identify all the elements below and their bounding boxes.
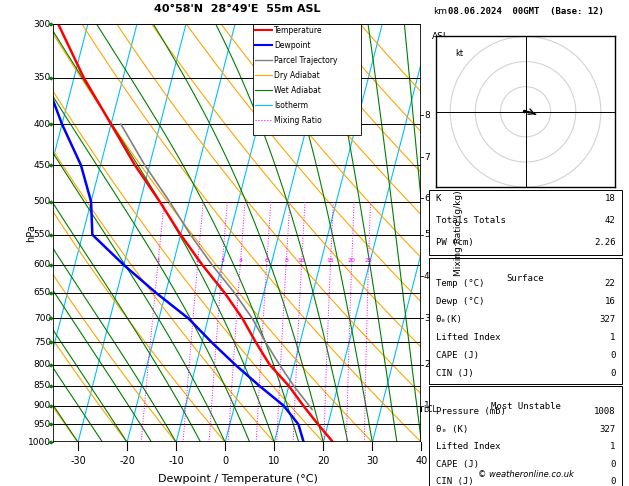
Text: 550: 550 xyxy=(34,230,51,239)
Bar xyxy=(430,190,621,255)
Text: 6: 6 xyxy=(424,193,430,203)
Text: -20: -20 xyxy=(119,456,135,466)
Text: 10: 10 xyxy=(298,258,306,263)
Text: 20: 20 xyxy=(348,258,355,263)
Text: 6: 6 xyxy=(265,258,269,263)
Text: -10: -10 xyxy=(168,456,184,466)
Text: 350: 350 xyxy=(34,73,51,82)
Text: 300: 300 xyxy=(34,20,51,29)
Text: hPa: hPa xyxy=(26,225,36,242)
Text: 1008: 1008 xyxy=(594,407,615,417)
Text: kt: kt xyxy=(455,49,464,58)
Text: 500: 500 xyxy=(34,197,51,206)
Text: 450: 450 xyxy=(34,160,51,170)
Text: CAPE (J): CAPE (J) xyxy=(435,460,479,469)
Text: CIN (J): CIN (J) xyxy=(435,477,473,486)
Text: 950: 950 xyxy=(34,420,51,429)
Text: 42: 42 xyxy=(604,216,615,225)
Text: 20: 20 xyxy=(317,456,330,466)
Text: 15: 15 xyxy=(326,258,335,263)
Text: Most Unstable: Most Unstable xyxy=(491,402,560,411)
Text: 0: 0 xyxy=(610,369,615,379)
Text: 1: 1 xyxy=(424,401,430,410)
Text: 8: 8 xyxy=(284,258,288,263)
Text: 327: 327 xyxy=(599,315,615,324)
Text: Isotherm: Isotherm xyxy=(274,101,308,110)
Bar xyxy=(430,386,621,486)
Text: 4: 4 xyxy=(424,272,430,281)
Text: 2: 2 xyxy=(196,258,199,263)
Text: Pressure (mb): Pressure (mb) xyxy=(435,407,506,417)
Text: 400: 400 xyxy=(34,120,51,129)
Text: 30: 30 xyxy=(366,456,379,466)
Text: 25: 25 xyxy=(365,258,372,263)
Text: 1: 1 xyxy=(610,333,615,343)
Text: 40: 40 xyxy=(415,456,428,466)
Text: Wet Adiabat: Wet Adiabat xyxy=(274,86,321,95)
Text: Dry Adiabat: Dry Adiabat xyxy=(274,70,320,80)
Text: CIN (J): CIN (J) xyxy=(435,369,473,379)
Text: ASL: ASL xyxy=(431,32,448,41)
Text: 16: 16 xyxy=(604,297,615,306)
Text: 8: 8 xyxy=(424,111,430,120)
Text: Surface: Surface xyxy=(507,274,544,283)
Text: θₑ (K): θₑ (K) xyxy=(435,425,468,434)
Text: θₑ(K): θₑ(K) xyxy=(435,315,462,324)
Text: 08.06.2024  00GMT  (Base: 12): 08.06.2024 00GMT (Base: 12) xyxy=(448,7,603,17)
Text: 4: 4 xyxy=(238,258,242,263)
Text: 650: 650 xyxy=(34,288,51,297)
Text: 0: 0 xyxy=(610,477,615,486)
Text: 800: 800 xyxy=(34,360,51,369)
Text: Temperature: Temperature xyxy=(274,26,323,35)
Text: 7: 7 xyxy=(424,153,430,162)
Text: Lifted Index: Lifted Index xyxy=(435,442,500,451)
Text: 22: 22 xyxy=(604,279,615,288)
Text: 0: 0 xyxy=(610,351,615,361)
Text: 1000: 1000 xyxy=(28,438,51,447)
Text: K: K xyxy=(435,194,441,203)
Text: 40°58'N  28°49'E  55m ASL: 40°58'N 28°49'E 55m ASL xyxy=(154,4,321,14)
Text: 600: 600 xyxy=(34,260,51,269)
Text: Totals Totals: Totals Totals xyxy=(435,216,506,225)
Text: Mixing Ratio: Mixing Ratio xyxy=(274,116,322,125)
Text: 3: 3 xyxy=(424,314,430,323)
Text: 2.26: 2.26 xyxy=(594,238,615,247)
Text: 18: 18 xyxy=(604,194,615,203)
Text: Parcel Trajectory: Parcel Trajectory xyxy=(274,55,338,65)
Text: Dewp (°C): Dewp (°C) xyxy=(435,297,484,306)
Text: 2: 2 xyxy=(424,360,430,369)
Text: Temp (°C): Temp (°C) xyxy=(435,279,484,288)
Text: 750: 750 xyxy=(34,338,51,347)
Text: Lifted Index: Lifted Index xyxy=(435,333,500,343)
Text: LCL: LCL xyxy=(423,405,437,414)
Text: CAPE (J): CAPE (J) xyxy=(435,351,479,361)
Text: 850: 850 xyxy=(34,382,51,390)
Bar xyxy=(430,258,621,384)
Text: 1: 1 xyxy=(156,258,160,263)
Text: 900: 900 xyxy=(34,401,51,410)
Text: km: km xyxy=(433,7,447,16)
Bar xyxy=(253,24,361,136)
Text: 1: 1 xyxy=(610,442,615,451)
Text: PW (cm): PW (cm) xyxy=(435,238,473,247)
Text: 327: 327 xyxy=(599,425,615,434)
Text: 700: 700 xyxy=(34,314,51,323)
Text: -30: -30 xyxy=(70,456,86,466)
Text: 3: 3 xyxy=(220,258,224,263)
Text: 10: 10 xyxy=(268,456,281,466)
Text: 5: 5 xyxy=(424,230,430,239)
Text: Mixing Ratio (g/kg): Mixing Ratio (g/kg) xyxy=(454,191,463,276)
Text: 0: 0 xyxy=(610,460,615,469)
Text: Dewpoint / Temperature (°C): Dewpoint / Temperature (°C) xyxy=(157,473,318,484)
Text: Dewpoint: Dewpoint xyxy=(274,41,311,50)
Text: 0: 0 xyxy=(222,456,228,466)
Text: © weatheronline.co.uk: © weatheronline.co.uk xyxy=(477,469,574,479)
